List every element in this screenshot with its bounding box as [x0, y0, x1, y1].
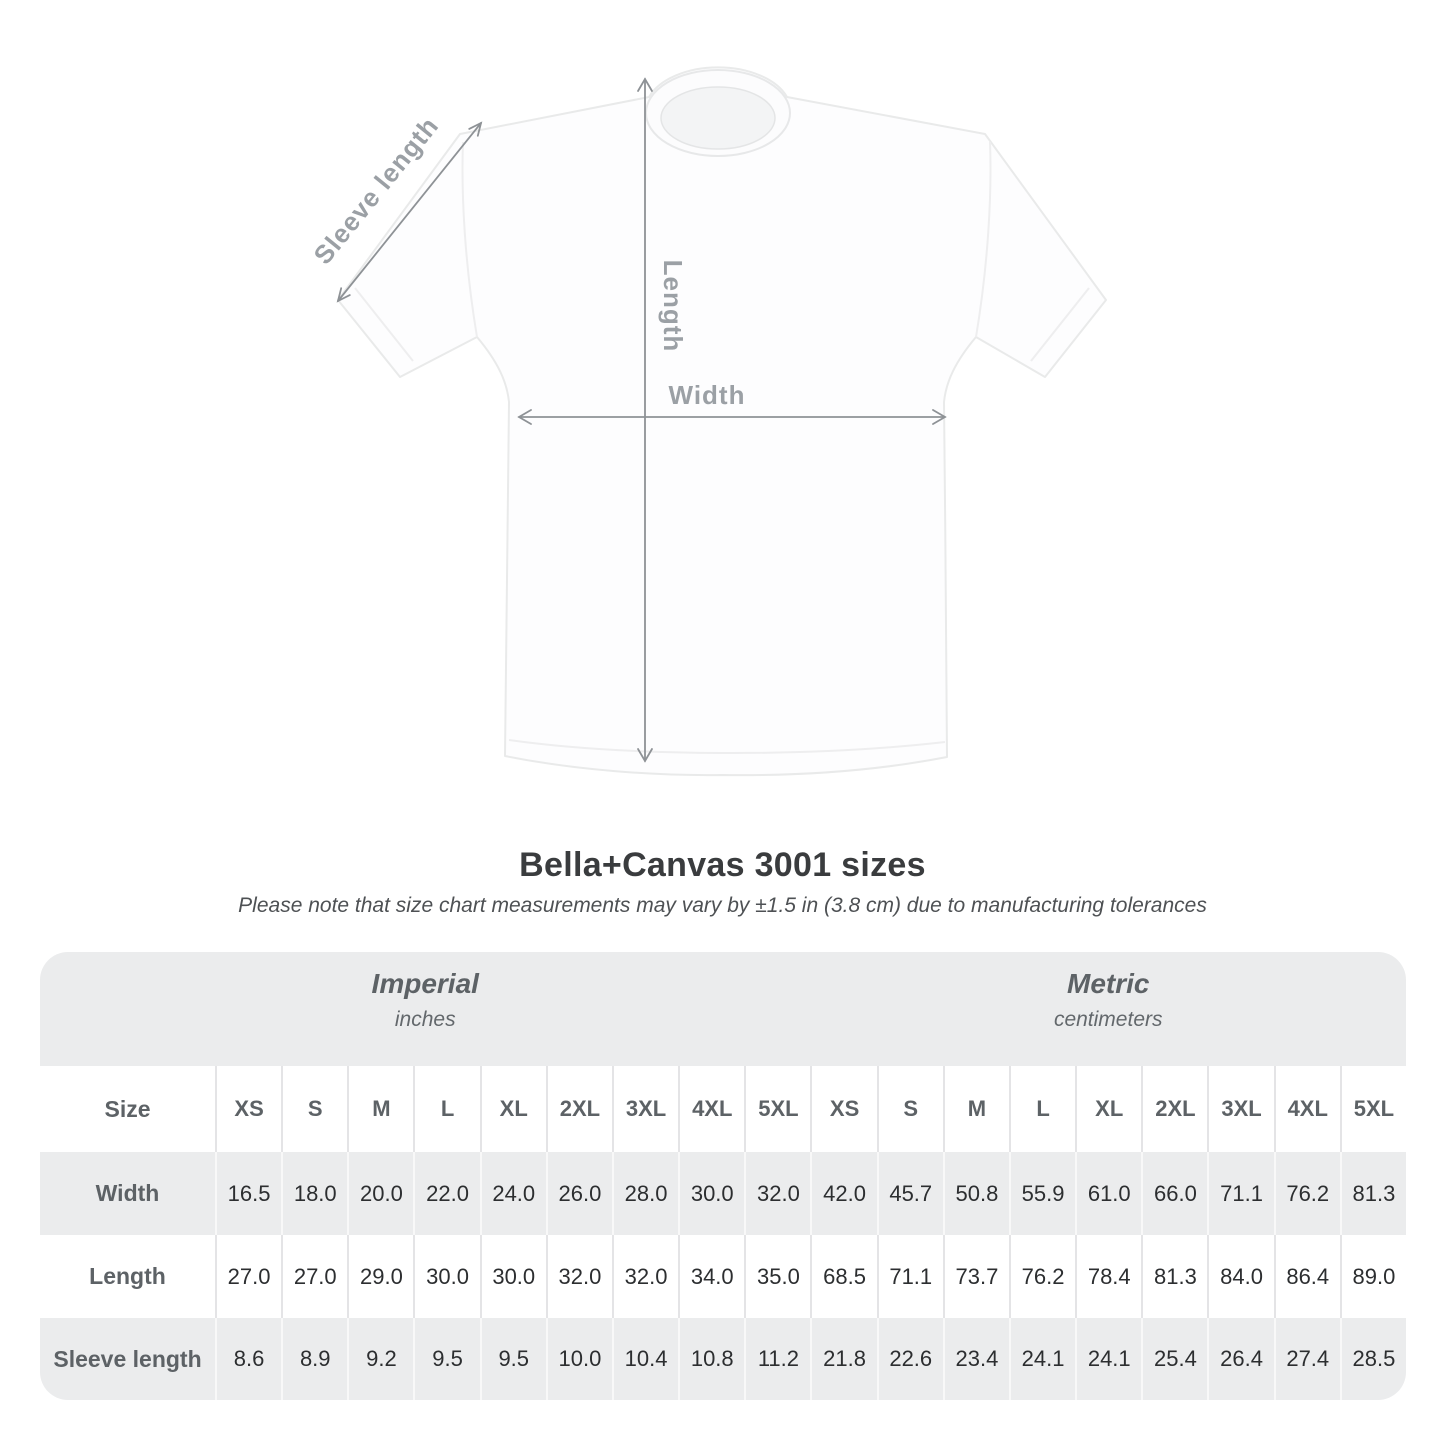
value-cell: 71.1	[1207, 1152, 1274, 1235]
value-cell: 21.8	[810, 1318, 877, 1400]
size-corner-header: Size	[104, 1095, 151, 1122]
tshirt-diagram: Sleeve length Length Width	[308, 66, 1107, 777]
value-cell: 26.4	[1207, 1318, 1274, 1400]
tshirt-seams	[354, 141, 1090, 755]
unit-label: Metric	[1067, 968, 1150, 999]
size-col-header: S	[281, 1066, 347, 1152]
value-cell: 22.0	[413, 1152, 480, 1235]
width-label: Width	[669, 380, 746, 410]
value-cell: 24.1	[1075, 1318, 1142, 1400]
value-cell: 42.0	[810, 1152, 877, 1235]
unit-sublabel: centimeters	[1053, 1008, 1163, 1031]
value-cell: 86.4	[1273, 1235, 1340, 1318]
size-col-header: M	[942, 1066, 1009, 1152]
value-cell: 76.2	[1008, 1235, 1075, 1318]
size-col-header: L	[1008, 1066, 1075, 1152]
unit-header-metric: Metric centimeters	[810, 952, 1406, 1066]
size-col-header: 3XL	[1207, 1066, 1273, 1152]
size-col-header: 4XL	[678, 1066, 744, 1152]
row-label: Length	[89, 1263, 166, 1289]
tshirt-collar-inner	[660, 86, 776, 150]
value-cell: 84.0	[1207, 1235, 1273, 1318]
value-cell: 30.0	[479, 1235, 546, 1318]
value-cell: 45.7	[876, 1152, 943, 1235]
size-col-header: 5XL	[744, 1066, 810, 1152]
width-arrow	[517, 409, 947, 425]
value-cell: 9.2	[347, 1318, 414, 1400]
value-cell: 16.5	[215, 1152, 282, 1235]
value-cell: 28.0	[611, 1152, 679, 1235]
value-cell: 28.5	[1339, 1318, 1406, 1400]
size-col-header: L	[413, 1066, 479, 1152]
value-cell: 35.0	[744, 1235, 810, 1318]
tshirt-illustration	[337, 66, 1107, 777]
size-col-header: XS	[215, 1066, 281, 1152]
value-cell: 26.0	[545, 1152, 612, 1235]
size-col-header: 2XL	[545, 1066, 612, 1152]
value-cell: 61.0	[1075, 1152, 1142, 1235]
size-col-header: 2XL	[1141, 1066, 1207, 1152]
value-cell: 30.0	[413, 1235, 479, 1318]
value-cell: 9.5	[413, 1318, 480, 1400]
unit-sublabel: inches	[394, 1008, 456, 1031]
value-cell: 68.5	[810, 1235, 876, 1318]
value-cell: 20.0	[347, 1152, 414, 1235]
value-cell: 32.0	[545, 1235, 612, 1318]
value-cell: 24.1	[1008, 1318, 1076, 1400]
value-cell: 10.0	[545, 1318, 612, 1400]
value-cell: 78.4	[1075, 1235, 1141, 1318]
size-table: Imperial inches Metric centimeters Size XS S M L…	[40, 952, 1406, 1400]
value-cell: 27.0	[215, 1235, 281, 1318]
size-col-header: XL	[1075, 1066, 1141, 1152]
size-col-header: XL	[479, 1066, 546, 1152]
value-cell: 32.0	[611, 1235, 678, 1318]
size-col-header: S	[876, 1066, 943, 1152]
value-cell: 81.3	[1141, 1235, 1207, 1318]
size-col-header: 3XL	[611, 1066, 678, 1152]
size-col-header: XS	[810, 1066, 876, 1152]
size-col-header: 5XL	[1339, 1066, 1406, 1152]
length-arrow	[637, 77, 653, 763]
value-cell: 22.6	[876, 1318, 943, 1400]
value-cell: 29.0	[347, 1235, 413, 1318]
value-cell: 66.0	[1141, 1152, 1208, 1235]
tolerance-note: Please note that size chart measurements…	[238, 894, 1207, 917]
row-label: Sleeve length	[40, 1318, 215, 1400]
value-cell: 27.0	[281, 1235, 347, 1318]
value-cell: 81.3	[1339, 1152, 1406, 1235]
size-col-header: M	[347, 1066, 413, 1152]
dimension-arrows	[336, 77, 947, 763]
page-title: Bella+Canvas 3001 sizes	[519, 846, 926, 884]
value-cell: 76.2	[1273, 1152, 1340, 1235]
value-cell: 50.8	[942, 1152, 1009, 1235]
value-cell: 10.8	[678, 1318, 745, 1400]
value-cell: 27.4	[1273, 1318, 1340, 1400]
length-label: Length	[658, 260, 688, 353]
value-cell: 34.0	[678, 1235, 744, 1318]
value-cell: 9.5	[479, 1318, 546, 1400]
sleeve-length-arrow	[336, 121, 483, 303]
value-cell: 10.4	[611, 1318, 679, 1400]
value-cell: 8.6	[215, 1318, 282, 1400]
unit-label: Imperial	[371, 968, 479, 999]
unit-header-imperial: Imperial inches	[40, 952, 811, 1066]
value-cell: 73.7	[942, 1235, 1009, 1318]
value-cell: 18.0	[281, 1152, 348, 1235]
value-cell: 55.9	[1008, 1152, 1076, 1235]
value-cell: 25.4	[1141, 1318, 1208, 1400]
value-cell: 23.4	[942, 1318, 1009, 1400]
row-label: Width	[40, 1152, 215, 1235]
value-cell: 30.0	[678, 1152, 745, 1235]
value-cell: 71.1	[876, 1235, 943, 1318]
size-col-header: 4XL	[1273, 1066, 1340, 1152]
value-cell: 89.0	[1339, 1235, 1406, 1318]
value-cell: 11.2	[744, 1318, 811, 1400]
value-cell: 32.0	[744, 1152, 811, 1235]
value-cell: 24.0	[479, 1152, 546, 1235]
value-cell: 8.9	[281, 1318, 348, 1400]
